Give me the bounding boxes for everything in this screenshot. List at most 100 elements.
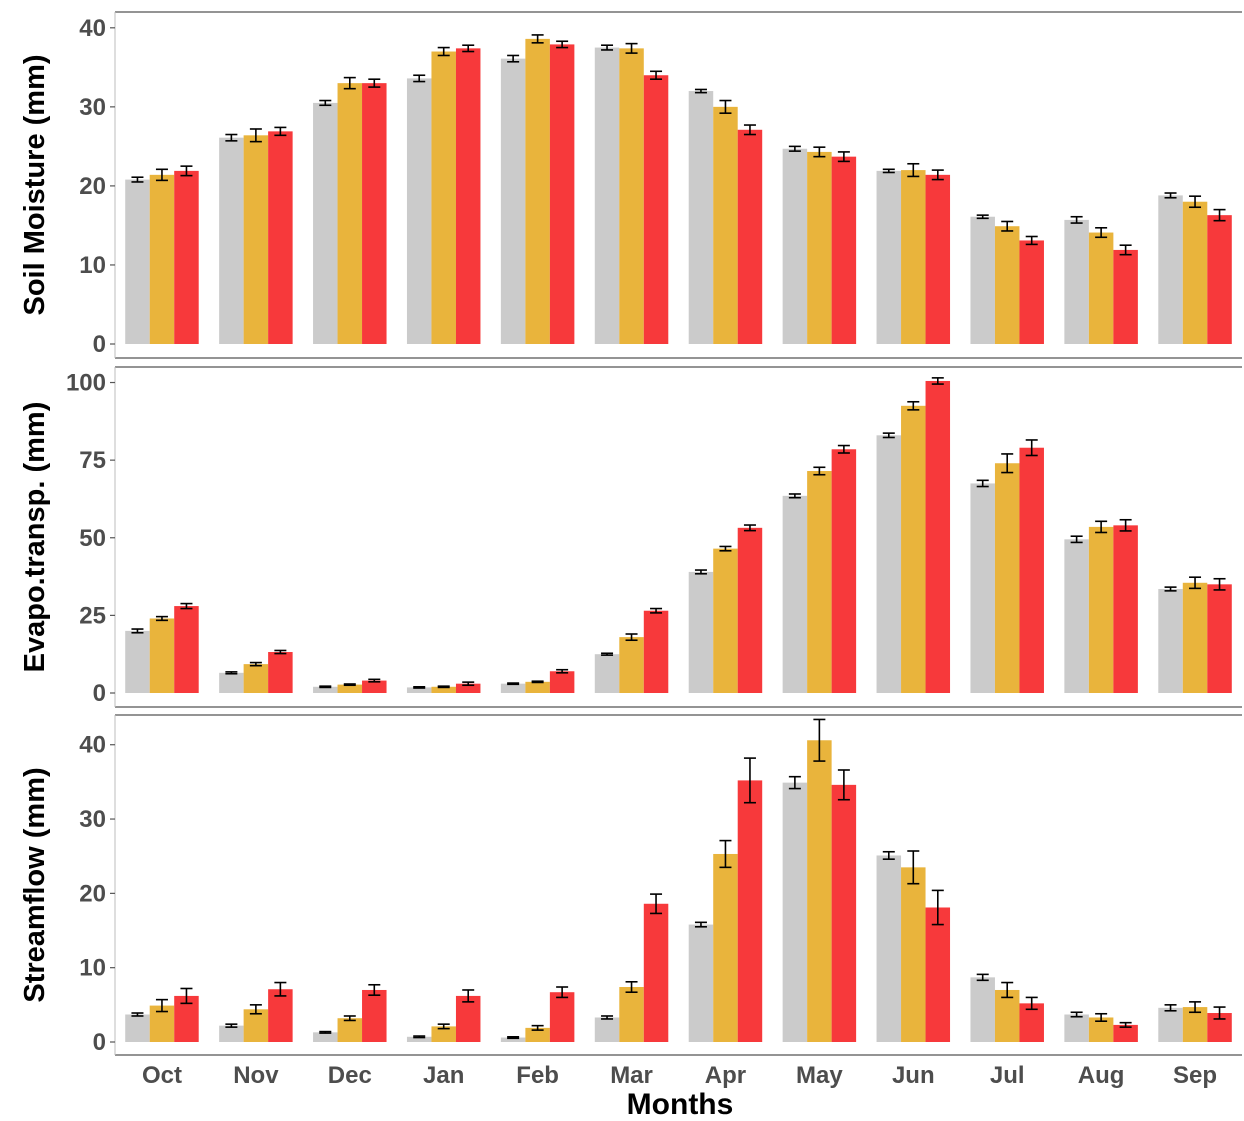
bar-dec-s1 [313, 102, 338, 345]
y-tick-label: 20 [79, 173, 106, 200]
bar-feb-s3 [549, 44, 575, 345]
bar-nov-s1 [219, 137, 244, 344]
bar-oct-s3 [174, 606, 199, 693]
bar-may-s3 [831, 156, 857, 344]
bar-may-s2 [807, 471, 832, 693]
y-tick-label: 40 [79, 15, 106, 42]
x-tick-label: Feb [516, 1062, 559, 1089]
bar-feb-s2 [525, 38, 550, 344]
bar-may-s1 [782, 782, 808, 1042]
y-tick-label: 0 [93, 1029, 106, 1056]
bar-jan-s2 [431, 686, 456, 693]
y-tick-label: 30 [79, 806, 106, 833]
y-tick-label: 20 [79, 880, 106, 907]
bar-jan-s1 [406, 78, 432, 345]
bar-nov-s2 [243, 1009, 269, 1042]
bar-oct-s1 [125, 1014, 150, 1042]
bar-sep-s1 [1158, 195, 1183, 344]
bar-jun-s3 [925, 380, 951, 693]
x-tick-label: Nov [233, 1062, 279, 1089]
bar-jan-s2 [431, 1026, 456, 1042]
bar-mar-s3 [643, 75, 669, 344]
bar-dec-s3 [362, 989, 387, 1042]
bar-aug-s2 [1088, 526, 1114, 693]
y-tick-label: 10 [79, 955, 106, 982]
bar-sep-s2 [1182, 582, 1208, 693]
bar-sep-s3 [1207, 215, 1232, 344]
bar-jul-s3 [1019, 240, 1044, 344]
x-axis: Oct Nov Dec Jan Feb Mar Apr May Jun Jul Aug Sep [142, 1062, 1217, 1089]
bar-aug-s2 [1088, 232, 1114, 344]
panel-3: 0 10 20 30 40 Streamflow (mm) [19, 714, 1242, 1056]
y-axis-title: Soil Moisture (mm) [19, 54, 51, 315]
y-tick-label: 100 [66, 370, 106, 397]
bar-dec-s2 [337, 684, 363, 693]
bar-aug-s1 [1064, 1014, 1089, 1042]
y-tick-label: 25 [79, 602, 106, 629]
bar-apr-s3 [737, 527, 763, 693]
bar-may-s1 [782, 148, 808, 344]
bar-jun-s3 [925, 174, 951, 344]
x-tick-label: Apr [705, 1062, 746, 1089]
bar-jul-s1 [970, 483, 995, 693]
x-tick-label: Mar [610, 1062, 653, 1089]
y-tick-label: 75 [79, 447, 106, 474]
bar-jan-s1 [406, 687, 432, 693]
y-tick-label: 30 [79, 94, 106, 121]
x-tick-label: Jul [990, 1062, 1025, 1089]
bar-jan-s3 [455, 48, 481, 344]
y-axis-title: Streamflow (mm) [19, 767, 51, 1002]
bar-mar-s3 [643, 610, 669, 693]
bar-oct-s2 [149, 174, 175, 344]
bar-feb-s1 [500, 58, 526, 345]
bar-jul-s1 [970, 977, 995, 1042]
bar-feb-s2 [525, 681, 550, 693]
bar-nov-s1 [219, 1025, 244, 1042]
bar-nov-s3 [268, 131, 293, 344]
y-tick-label: 50 [79, 525, 106, 552]
panel-2: 0 25 50 75 100 Evapo.transp. (mm) [19, 366, 1242, 708]
bar-jun-s3 [925, 907, 951, 1042]
bar-dec-s1 [313, 686, 338, 693]
bar-sep-s1 [1158, 588, 1183, 693]
bar-mar-s2 [619, 637, 644, 693]
bar-may-s2 [807, 740, 832, 1042]
bar-nov-s3 [268, 652, 293, 693]
bar-may-s1 [782, 495, 808, 693]
bar-apr-s1 [688, 924, 714, 1042]
plot-layer: 0 10 20 30 40 Soil Moisture (mm) 0 25 50 75 100 Eva… [19, 11, 1242, 1056]
y-tick-label: 0 [93, 680, 106, 707]
bar-mar-s1 [594, 654, 620, 693]
bar-jul-s1 [970, 216, 995, 344]
bar-apr-s3 [737, 780, 763, 1042]
bar-nov-s3 [268, 989, 293, 1042]
bar-oct-s3 [174, 170, 199, 344]
x-tick-label: Dec [328, 1062, 372, 1089]
bar-feb-s3 [549, 671, 575, 693]
bar-apr-s2 [713, 853, 738, 1042]
bar-apr-s1 [688, 571, 714, 693]
bar-jul-s2 [994, 989, 1020, 1042]
bar-nov-s2 [243, 664, 269, 693]
bar-dec-s2 [337, 1018, 363, 1042]
bar-dec-s3 [362, 83, 387, 345]
bar-jul-s2 [994, 226, 1020, 344]
bar-nov-s1 [219, 672, 244, 693]
bar-apr-s2 [713, 106, 738, 344]
bar-aug-s3 [1113, 249, 1138, 344]
bar-jan-s2 [431, 51, 456, 345]
bar-apr-s2 [713, 548, 738, 693]
bar-dec-s2 [337, 83, 363, 345]
bar-feb-s1 [500, 683, 526, 693]
bar-jun-s1 [876, 435, 902, 693]
y-axis-title: Evapo.transp. (mm) [19, 402, 51, 673]
bar-apr-s3 [737, 129, 763, 344]
bar-aug-s1 [1064, 539, 1089, 693]
bar-aug-s3 [1113, 525, 1138, 693]
x-axis-title: Months [627, 1088, 734, 1121]
bar-oct-s1 [125, 630, 150, 693]
bar-mar-s1 [594, 1017, 620, 1042]
bar-jan-s1 [406, 1036, 432, 1042]
bar-mar-s2 [619, 48, 644, 344]
y-tick-label: 40 [79, 732, 106, 759]
